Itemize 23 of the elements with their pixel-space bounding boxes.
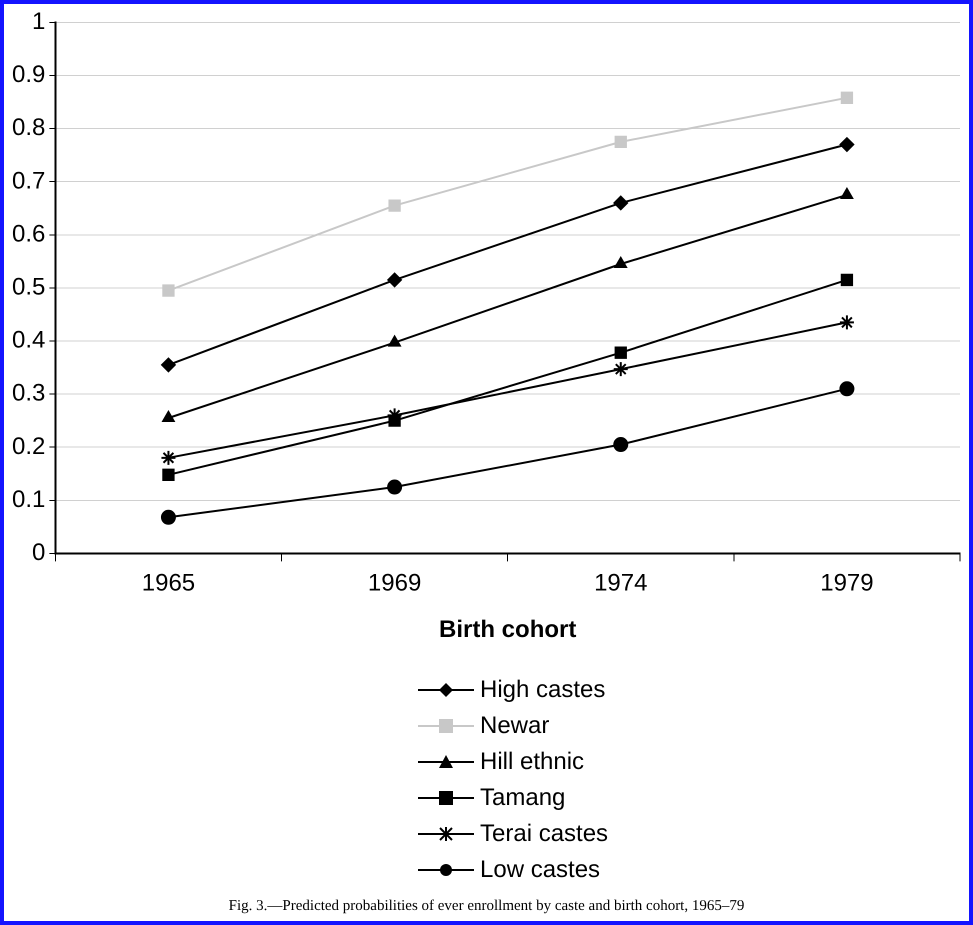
legend-label: Tamang bbox=[480, 784, 566, 812]
y-tick-label: 0.4 bbox=[12, 326, 46, 354]
x-axis-title: Birth cohort bbox=[439, 616, 576, 644]
legend-label: High castes bbox=[480, 676, 606, 704]
caption: Fig. 3.—Predicted probabilities of ever enrollment by caste and birth cohort, 1965–79 bbox=[228, 898, 746, 915]
x-tick-label: 1974 bbox=[594, 569, 648, 596]
x-tick-label: 1965 bbox=[142, 569, 196, 596]
y-tick-label: 0.9 bbox=[12, 61, 46, 88]
y-tick-label: 0.2 bbox=[12, 432, 46, 460]
x-tick-label: 1969 bbox=[368, 569, 422, 596]
y-tick-label: 1 bbox=[32, 8, 46, 36]
y-tick-label: 0.8 bbox=[12, 114, 46, 142]
legend-label: Low castes bbox=[480, 856, 600, 884]
y-tick-label: 0.6 bbox=[12, 220, 46, 248]
x-tick-label: 1979 bbox=[820, 569, 874, 596]
legend-label: Terai castes bbox=[480, 820, 608, 848]
y-tick-label: 0.5 bbox=[12, 274, 46, 301]
legend-label: Hill ethnic bbox=[480, 748, 584, 776]
y-tick-label: 0.3 bbox=[12, 380, 46, 407]
legend-label: Newar bbox=[480, 712, 550, 740]
y-tick-label: 0.7 bbox=[12, 167, 46, 194]
y-tick-label: 0.1 bbox=[12, 486, 46, 513]
y-tick-label: 0 bbox=[32, 539, 46, 566]
